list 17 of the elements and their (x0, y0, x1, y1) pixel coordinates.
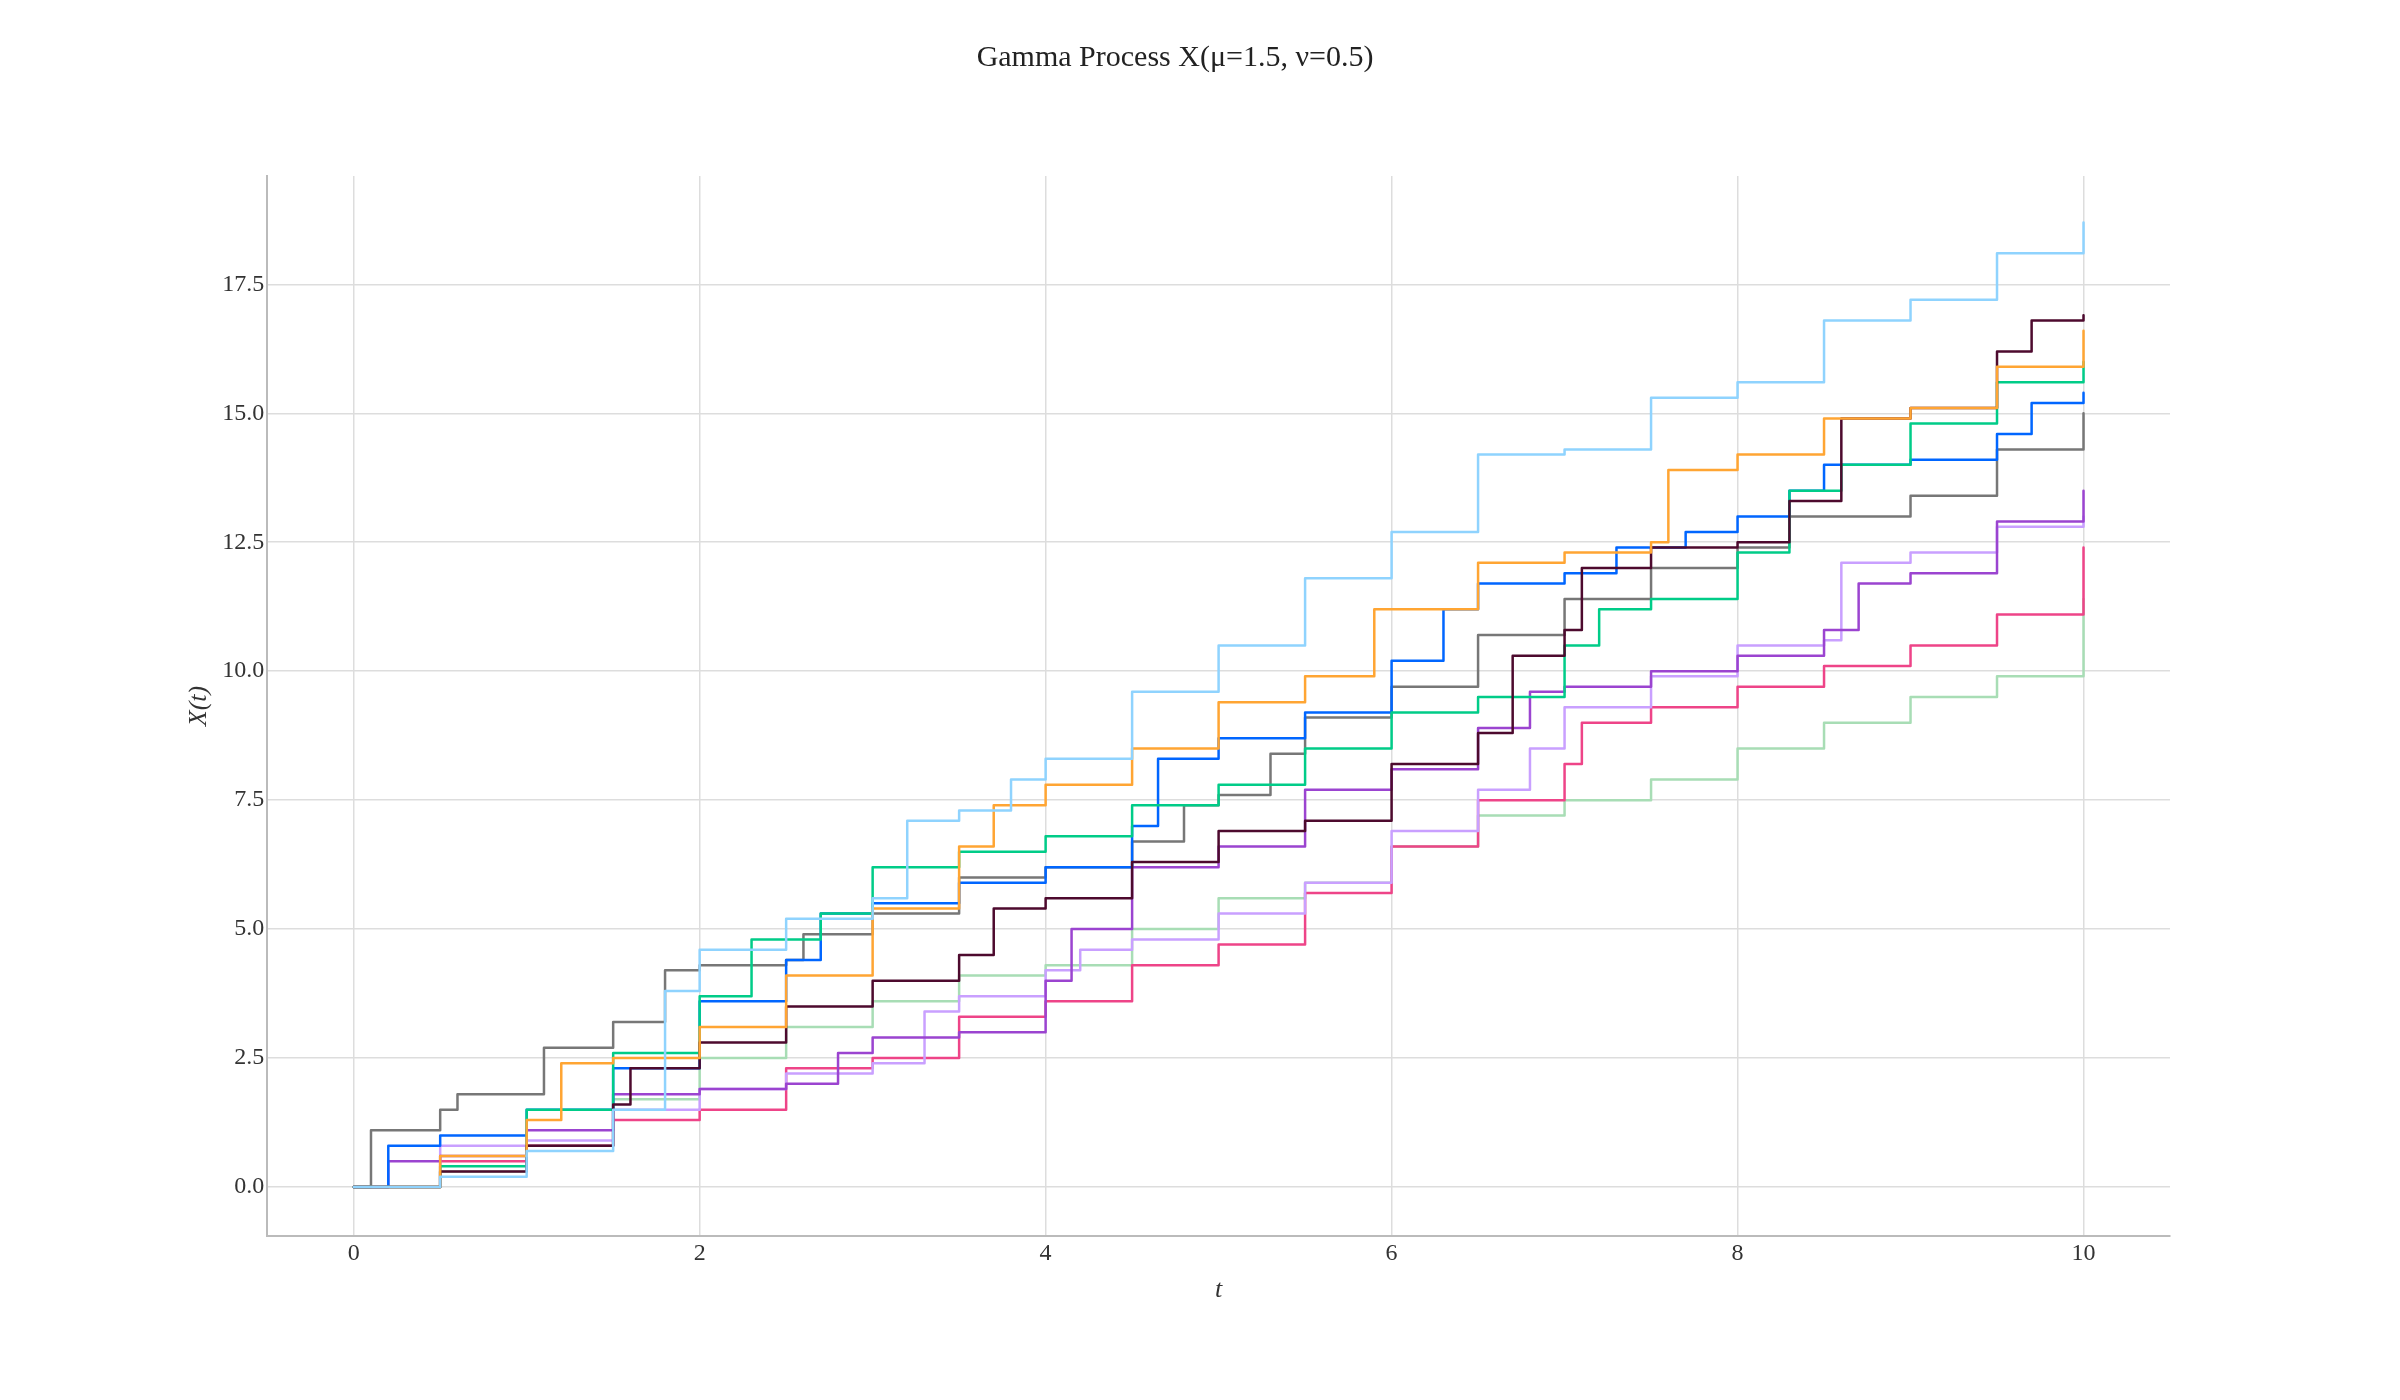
x-tick-label: 2 (693, 1238, 706, 1265)
y-tick-label: 2.5 (234, 1043, 265, 1070)
x-tick-label: 0 (347, 1238, 360, 1265)
y-tick-label: 12.5 (222, 527, 265, 554)
y-tick-label: 10.0 (222, 656, 265, 683)
y-axis-title: X(t) (183, 685, 213, 728)
y-tick-label: 0.0 (234, 1172, 265, 1199)
x-tick-label: 6 (1385, 1238, 1398, 1265)
x-tick-label: 8 (1731, 1238, 1744, 1265)
y-tick-label: 5.0 (234, 914, 265, 941)
chart-title: Gamma Process X(μ=1.5, ν=0.5) (976, 38, 1374, 73)
y-tick-label: 17.5 (222, 269, 265, 296)
x-tick-label: 10 (2071, 1238, 2096, 1265)
y-tick-label: 7.5 (234, 785, 265, 812)
x-axis-title: t (1214, 1274, 1223, 1304)
y-tick-label: 15.0 (222, 398, 265, 425)
x-tick-label: 4 (1039, 1238, 1052, 1265)
